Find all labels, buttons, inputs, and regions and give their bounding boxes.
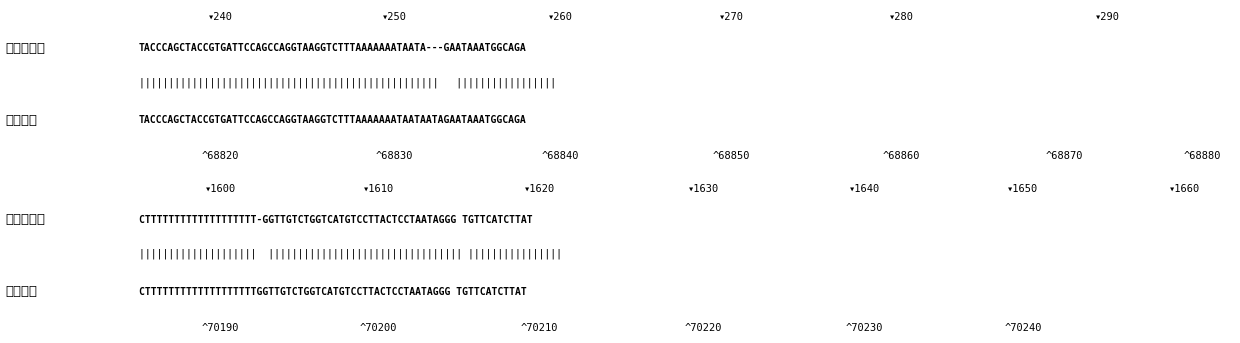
Text: ^68850: ^68850 [713,151,750,161]
Text: ▾1650: ▾1650 [1007,184,1039,193]
Text: ^70220: ^70220 [684,323,722,333]
Text: ▾1620: ▾1620 [523,184,556,193]
Text: 双胞胞哥哥: 双胞胞哥哥 [5,42,45,55]
Text: ▾280: ▾280 [889,12,914,22]
Text: ▾1660: ▾1660 [1168,184,1200,193]
Text: ^68860: ^68860 [883,151,920,161]
Text: ▾270: ▾270 [719,12,744,22]
Text: ^68870: ^68870 [1045,151,1083,161]
Text: CTTTTTTTTTTTTTTTTTTTGGTTGTCTGGTCATGTCCTTACTCCTAATAGGG TGTTCATCTTAT: CTTTTTTTTTTTTTTTTTTTGGTTGTCTGGTCATGTCCTT… [139,286,527,297]
Text: ^70210: ^70210 [521,323,558,333]
Text: ▾260: ▾260 [548,12,573,22]
Text: TACCCAGCTACCGTGATTCCAGCCAGGTAAGGTCTTTAAAAAAATAATAATAGAATAAATGGCAGA: TACCCAGCTACCGTGATTCCAGCCAGGTAAGGTCTTTAAA… [139,115,527,125]
Text: ^70200: ^70200 [360,323,397,333]
Text: 双胞胞哥哥: 双胞胞哥哥 [5,213,45,226]
Text: ^70240: ^70240 [1004,323,1042,333]
Text: |||||||||||||||||||||||||||||||||||||||||||||||||||   |||||||||||||||||: ||||||||||||||||||||||||||||||||||||||||… [139,77,556,87]
Text: ▾1630: ▾1630 [687,184,719,193]
Text: ▾290: ▾290 [1095,12,1120,22]
Text: ^68820: ^68820 [202,151,239,161]
Text: ^68880: ^68880 [1184,151,1221,161]
Text: ^70230: ^70230 [846,323,883,333]
Text: ▾1600: ▾1600 [205,184,237,193]
Text: ▾1610: ▾1610 [362,184,394,193]
Text: ^68840: ^68840 [542,151,579,161]
Text: CTTTTTTTTTTTTTTTTTTT-GGTTGTCTGGTCATGTCCTTACTCCTAATAGGG TGTTCATCTTAT: CTTTTTTTTTTTTTTTTTTT-GGTTGTCTGGTCATGTCCT… [139,214,532,225]
Text: ▾1640: ▾1640 [848,184,880,193]
Text: ▾250: ▾250 [382,12,407,22]
Text: ^68830: ^68830 [376,151,413,161]
Text: 正常对照: 正常对照 [5,114,37,127]
Text: 正常对照: 正常对照 [5,285,37,298]
Text: ||||||||||||||||||||  ||||||||||||||||||||||||||||||||| ||||||||||||||||: |||||||||||||||||||| |||||||||||||||||||… [139,249,562,259]
Text: ^70190: ^70190 [202,323,239,333]
Text: TACCCAGCTACCGTGATTCCAGCCAGGTAAGGTCTTTAAAAAAATAATA---GAATAAATGGCAGA: TACCCAGCTACCGTGATTCCAGCCAGGTAAGGTCTTTAAA… [139,43,527,53]
Text: ▾240: ▾240 [208,12,233,22]
